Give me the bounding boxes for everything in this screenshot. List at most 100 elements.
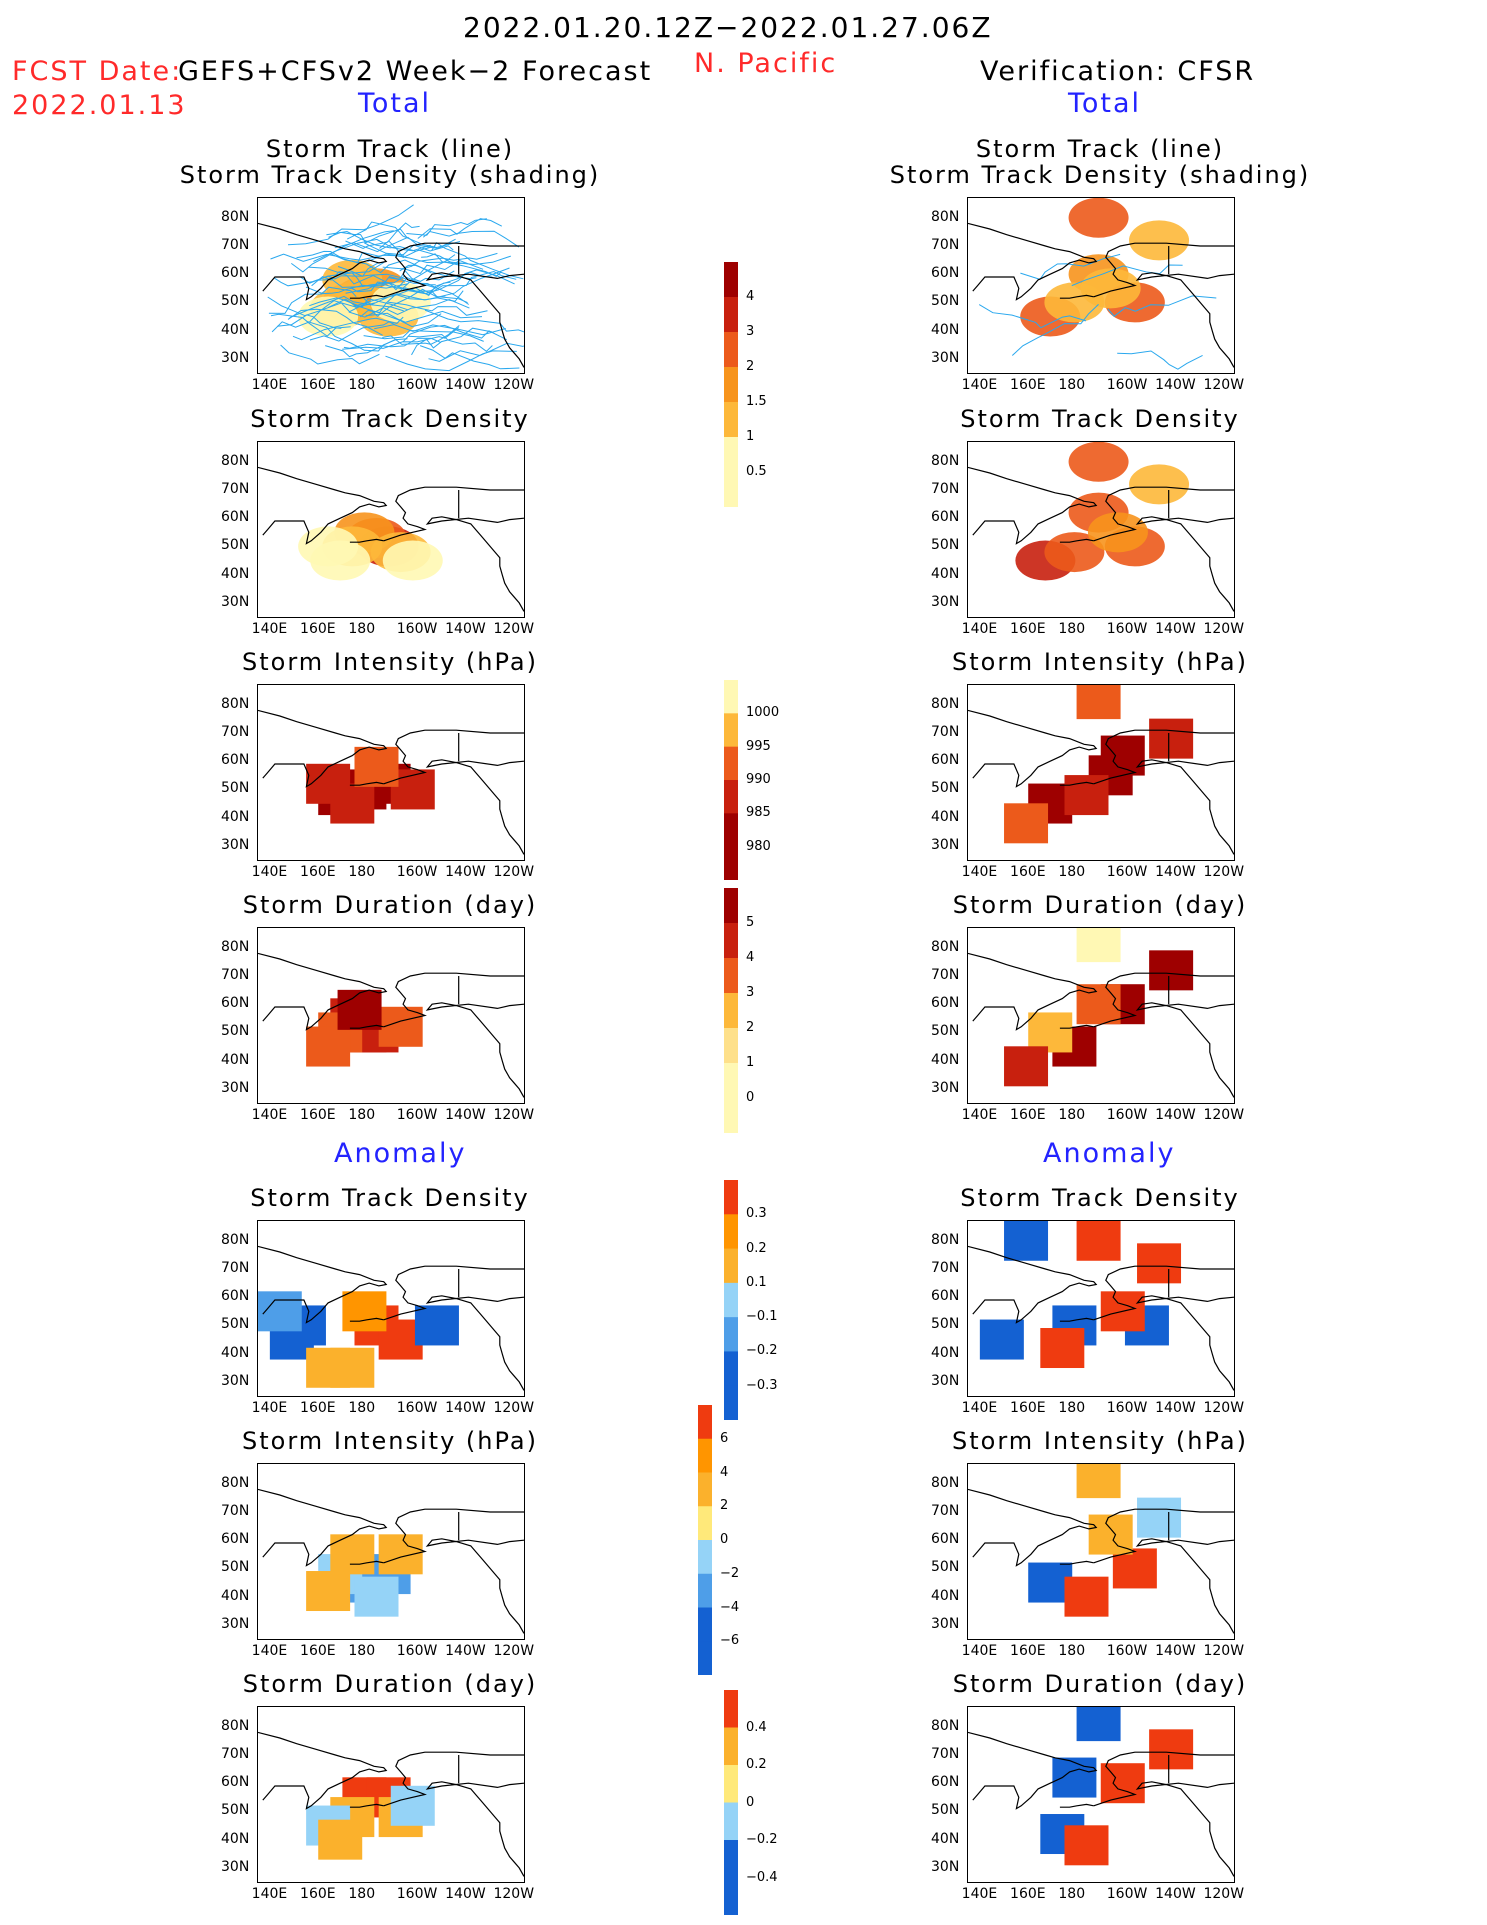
lon-tick-label: 120W [493, 1107, 535, 1123]
storm-track-line [367, 253, 511, 266]
lon-tick-label: 180 [1058, 1643, 1086, 1659]
lat-tick-label: 60N [931, 265, 960, 282]
coastline [383, 242, 524, 298]
colorbar-label: 2 [746, 359, 755, 374]
lon-tick-label: 120W [1203, 1400, 1245, 1416]
lat-tick-label: 60N [931, 995, 960, 1012]
coastline [383, 486, 524, 542]
coastline [968, 1488, 1098, 1567]
heatmap-cell [1137, 1497, 1182, 1538]
colorbar-label: 0.1 [746, 1274, 767, 1290]
storm-track-line [296, 250, 380, 264]
colorbar-label: 0 [746, 1794, 755, 1810]
coastline [383, 1751, 524, 1807]
lat-tick-label: 30N [221, 1372, 250, 1389]
coastline [383, 1265, 524, 1321]
lat-tick-label: 50N [221, 1802, 250, 1819]
storm-track-line [363, 242, 454, 256]
storm-track-line [326, 230, 432, 252]
lat-tick-label: 60N [931, 1531, 960, 1548]
colorbar-swatch [698, 1405, 712, 1440]
lon-tick-label: 160W [1106, 377, 1148, 393]
storm-track-line [387, 301, 488, 316]
lat-tick-label: 30N [931, 1615, 960, 1632]
coastline [349, 1317, 384, 1322]
lat-tick-label: 80N [221, 1474, 250, 1491]
lon-tick-label: 120W [493, 377, 535, 393]
lon-tick-label: 140E [251, 864, 288, 880]
lon-tick-label: 160W [396, 1400, 438, 1416]
lat-tick-label: 50N [221, 1023, 250, 1040]
lat-tick-label: 50N [221, 293, 250, 310]
colorbar-swatch [724, 332, 738, 368]
heatmap-cell [414, 1305, 459, 1346]
lat-tick-label: 70N [931, 480, 960, 497]
coastline [258, 222, 388, 301]
heatmap-cell [306, 1347, 351, 1388]
lat-tick-label: 40N [931, 808, 960, 825]
lon-tick-label: 140W [1155, 1643, 1196, 1659]
heatmap-cell [1149, 950, 1194, 991]
heatmap-cell [1044, 532, 1105, 573]
coastline [968, 709, 1098, 788]
heatmap-cell [330, 1534, 375, 1575]
lon-tick-label: 160W [396, 377, 438, 393]
lon-tick-label: 140E [961, 1107, 998, 1123]
lon-tick-label: 180 [348, 377, 376, 393]
colorbar-label: 0.4 [746, 1719, 767, 1735]
colorbar-swatch [724, 1690, 738, 1728]
colorbar-label: 4 [746, 950, 755, 965]
lon-tick-label: 140E [251, 1400, 288, 1416]
coastline [1093, 1751, 1234, 1807]
lat-tick-label: 30N [931, 349, 960, 366]
storm-track-line [329, 252, 432, 274]
lat-tick-label: 70N [221, 236, 250, 253]
colorbar-label: −0.2 [746, 1343, 778, 1359]
colorbar-swatch [698, 1438, 712, 1473]
lon-tick-label: 160W [1106, 1400, 1148, 1416]
coastline [1135, 1538, 1234, 1634]
heatmap-cell [1076, 685, 1121, 720]
lat-tick-label: 70N [931, 1502, 960, 1519]
coastline [425, 759, 524, 855]
lat-tick-label: 60N [221, 509, 250, 526]
map-panel [967, 1220, 1235, 1397]
panel-title: Storm Intensity (hPa) [952, 1427, 1248, 1455]
lon-tick-label: 160E [1010, 621, 1046, 637]
coastline [1059, 1024, 1094, 1029]
lat-tick-label: 30N [221, 1079, 250, 1096]
lon-tick-label: 160E [1010, 864, 1046, 880]
heatmap-cell [1068, 442, 1129, 482]
storm-track-line [424, 309, 524, 333]
storm-track-line [408, 333, 493, 352]
coastline [968, 1731, 1098, 1810]
lon-tick-label: 140W [445, 377, 486, 393]
coastline [1059, 538, 1094, 543]
heatmap-cell [1076, 1221, 1121, 1261]
map-panel [967, 1463, 1235, 1640]
lon-tick-label: 140E [961, 1400, 998, 1416]
heatmap-cell [378, 1006, 423, 1047]
lon-tick-label: 120W [1203, 864, 1245, 880]
lat-tick-label: 70N [221, 1745, 250, 1762]
lat-tick-label: 60N [221, 1774, 250, 1791]
region-title: N. Pacific [694, 48, 838, 79]
lat-tick-label: 40N [931, 565, 960, 582]
colorbar-label: 0.2 [746, 1757, 767, 1772]
storm-track-line [308, 266, 407, 291]
lat-tick-label: 30N [931, 1858, 960, 1875]
heatmap-cell [1137, 1243, 1182, 1284]
colorbar-swatch [724, 1180, 738, 1215]
colorbar-swatch [724, 262, 738, 298]
heatmap-cell [306, 1026, 351, 1067]
lon-tick-label: 140E [251, 1107, 288, 1123]
storm-track-line [348, 298, 470, 318]
colorbar-label: 5 [746, 915, 755, 930]
lon-tick-label: 160W [1106, 1643, 1148, 1659]
map-panel [257, 1220, 525, 1397]
lat-tick-label: 40N [931, 1587, 960, 1604]
coastline [425, 1295, 524, 1391]
storm-track-line [383, 276, 469, 305]
lon-tick-label: 140W [1155, 621, 1196, 637]
lat-tick-label: 30N [221, 349, 250, 366]
